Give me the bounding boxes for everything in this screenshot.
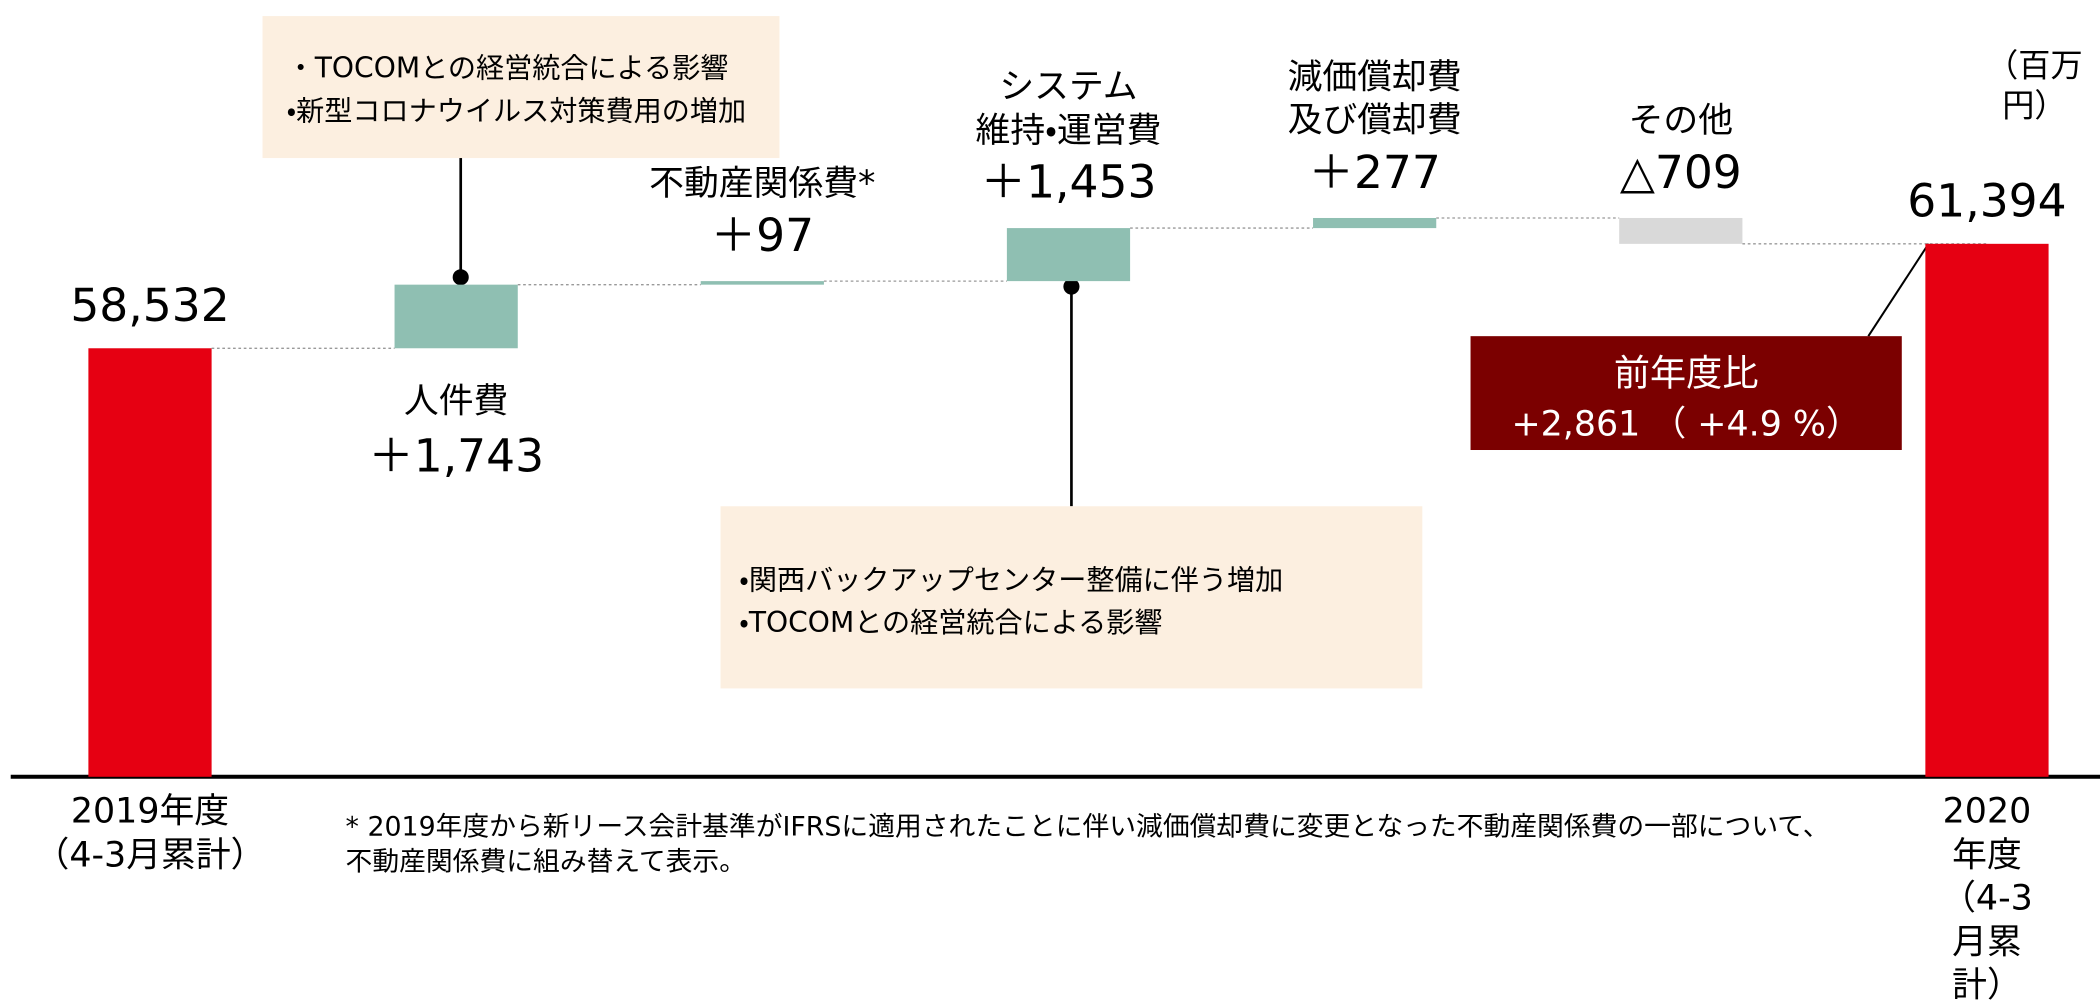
bar [1925,243,2049,777]
chart-canvas [10,158,2100,779]
data-label: ＋1,743 [368,429,545,484]
comparison-title: 前年度比 [1613,353,1759,396]
comparison-box: 前年度比 +2,861 （ +4.9 %） [1470,336,1902,451]
category-label: その他 [1628,100,1734,141]
x-tick-label: 2019年度 （4-3月累計） [34,791,266,876]
data-label: ＋277 [1308,146,1441,200]
data-label: △709 [1619,146,1742,200]
bar [700,281,824,285]
callout-dot [1063,278,1080,295]
category-label: 人件費 [403,381,509,422]
page: {"chart_data": { "type": "waterfall", "c… [10,16,2100,1006]
unit-label: （百万円） [1986,46,2083,125]
callout-box: ・関西バックアップセンター整備に伴う増加 ・TOCOMとの経営統合による影響 [720,506,1423,689]
callout-dot [452,269,469,286]
data-label: 61,394 [1907,174,2067,229]
bar [88,348,212,777]
data-label: ＋1,453 [980,156,1157,210]
x-tick-label: 2020年度 （4-3月累計） [1941,791,2033,1006]
data-label: 58,532 [70,279,230,333]
callout-line [1867,243,1930,337]
category-label: 不動産関係費* [649,163,876,205]
bar [394,284,518,349]
bar [1313,217,1437,229]
bar [1006,228,1131,282]
footnote: * 2019年度から新リース会計基準がIFRSに適用されたことに伴い減価償却費に… [345,810,1830,878]
category-label: システム 維持・運営費 [975,67,1162,152]
data-label: ＋97 [710,209,815,264]
chart: ・TOCOMとの経営統合による影響 ・新型コロナウイルス対策費用の増加 ・関西バ… [10,16,2100,1006]
callout-box: ・TOCOMとの経営統合による影響 ・新型コロナウイルス対策費用の増加 [262,16,780,159]
category-label: 減価償却費 及び償却費 [1287,57,1462,141]
bar [1619,217,1743,244]
comparison-text: +2,861 （ +4.9 %） [1511,404,1861,445]
